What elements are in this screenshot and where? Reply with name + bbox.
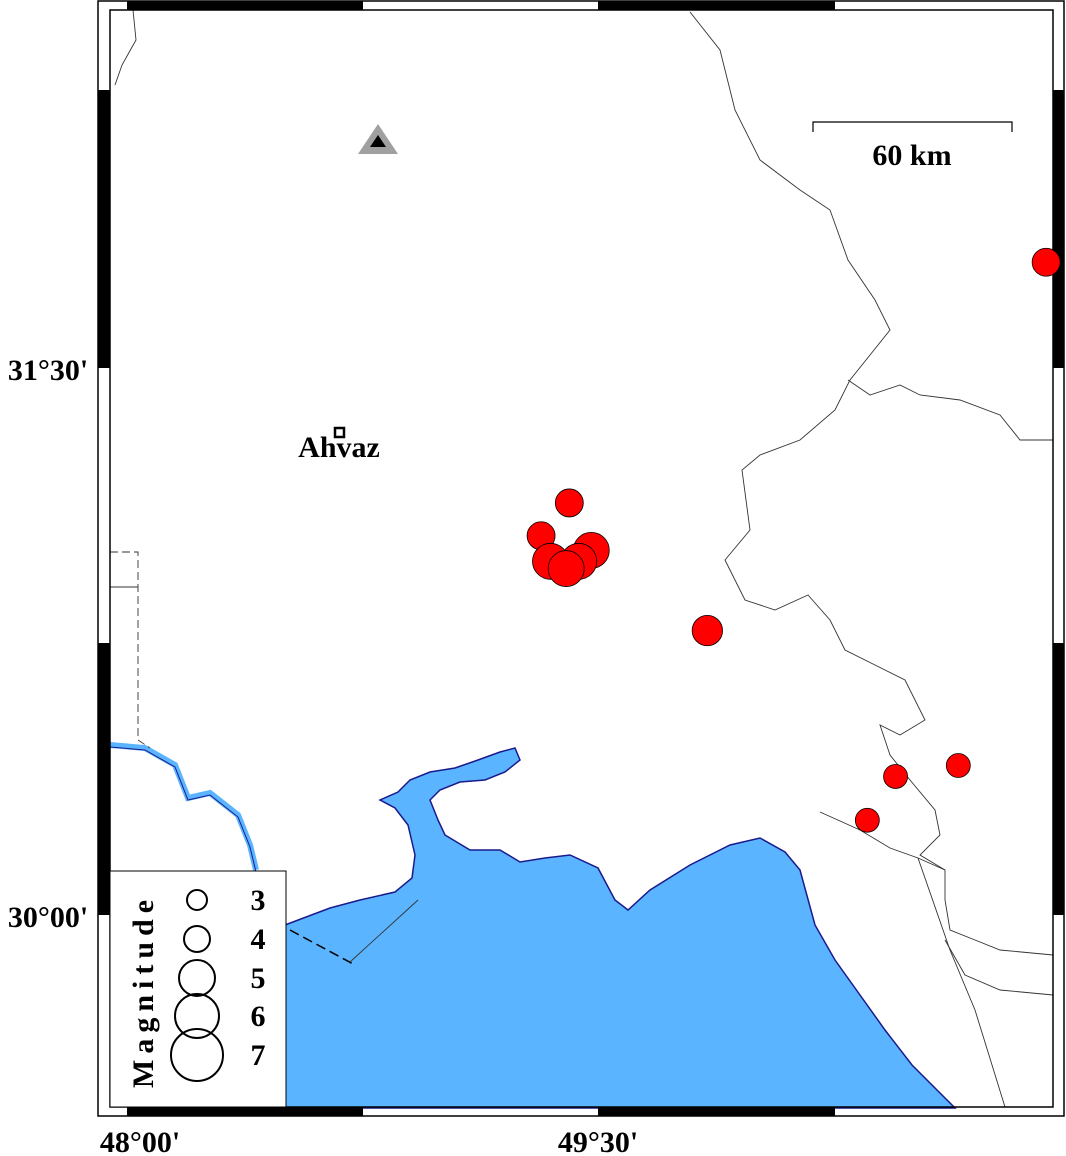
earthquake-event	[554, 488, 584, 518]
y-tick-label: 31°30'	[8, 354, 88, 387]
frame-ticks	[98, 1, 1064, 1116]
x-tick-label: 49°30'	[558, 1126, 638, 1156]
earthquake-event	[547, 550, 585, 587]
legend-label: 6	[251, 1000, 266, 1033]
legend: Magnitude 3 4 5 6 7	[109, 870, 287, 1108]
city-marker	[333, 426, 346, 439]
city-label: Ahvaz	[298, 431, 380, 464]
earthquake-event	[1031, 247, 1061, 277]
scale-bar: 60 km	[812, 121, 1013, 172]
sea	[284, 747, 957, 1109]
events	[526, 247, 1061, 833]
scale-bar-label: 60 km	[872, 139, 951, 172]
borders	[110, 9, 1054, 1108]
legend-label: 3	[251, 884, 266, 917]
y-tick-label: 30°00'	[8, 901, 88, 934]
legend-title: Magnitude	[127, 894, 160, 1088]
earthquake-event	[945, 753, 971, 778]
earthquake-event	[883, 764, 908, 789]
earthquake-event	[854, 807, 880, 833]
x-tick-label: 48°00'	[100, 1126, 180, 1156]
legend-label: 4	[251, 923, 266, 956]
legend-symbol	[186, 889, 208, 911]
triangle-icon	[358, 124, 398, 154]
river	[109, 742, 259, 871]
legend-label: 5	[251, 962, 266, 995]
legend-label: 7	[251, 1039, 266, 1072]
legend-symbol	[170, 1028, 224, 1082]
earthquake-event	[691, 614, 723, 647]
legend-symbol	[174, 993, 220, 1039]
legend-symbol	[183, 925, 211, 953]
legend-symbol	[178, 959, 216, 997]
